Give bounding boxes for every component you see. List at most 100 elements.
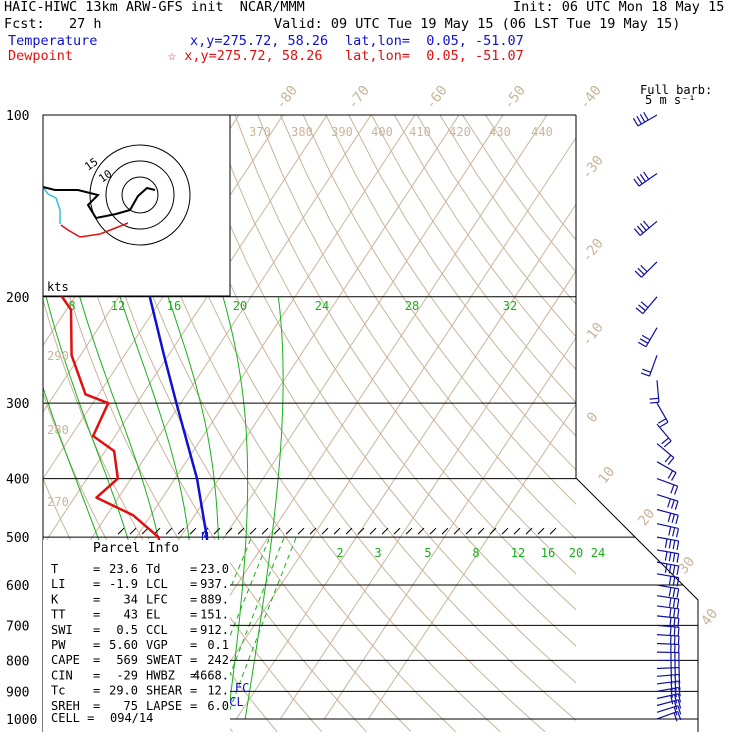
wind-barb: [656, 573, 680, 587]
wind-barb-flag: [668, 552, 672, 562]
dry-adiabat-line: [120, 115, 501, 732]
mixing-ratio-label: 8: [472, 546, 479, 560]
melting-level-label: M: [201, 530, 208, 544]
dry-adiabat-label: 270: [47, 495, 69, 509]
wind-barb-flag: [676, 588, 680, 598]
wind-barb-flag: [673, 635, 676, 645]
wind-barb-flag: [677, 627, 680, 637]
wind-barb-staff: [656, 461, 677, 474]
mixing-ratio-label: 3: [374, 546, 381, 560]
parcel-equals: =: [93, 577, 100, 591]
parcel-param-value: 75: [124, 699, 138, 713]
title-mid: NCAR/MMM: [239, 0, 305, 15]
dry-adiabat-label: 290: [47, 349, 69, 363]
wind-barb-flag: [672, 540, 676, 550]
parcel-param-value: 34: [124, 592, 138, 606]
wind-barb: [633, 220, 658, 236]
parcel-cell-value: 094/14: [110, 711, 153, 725]
dry-adiabat-label: 380: [291, 125, 313, 139]
wind-barb-flag: [640, 264, 648, 273]
wind-barb-flag: [643, 111, 649, 121]
parcel-param-value: 23.6: [109, 562, 138, 576]
wind-barb-flag: [632, 117, 639, 127]
dry-adiabat-line: [143, 115, 546, 732]
parcel-equals: =: [93, 608, 100, 622]
wind-barb-flag: [672, 552, 676, 563]
dewpoint-legend: Dewpoint: [8, 48, 74, 64]
wind-barb: [656, 693, 682, 705]
hodograph-frame: [42, 114, 231, 297]
wind-barb-flag: [643, 220, 650, 229]
parcel-param-name: CIN: [51, 668, 73, 682]
init-time: Init: 06 UTC Mon 18 May 15: [513, 0, 725, 15]
parcel-param-name: LCL: [146, 577, 168, 591]
wind-barb-flag: [638, 304, 646, 312]
dry-adiabat-line: [302, 115, 576, 505]
wind-barb-flag: [668, 587, 672, 597]
wind-barb: [649, 380, 660, 404]
wind-barb-flag: [668, 539, 672, 549]
isotherm-label: -80: [273, 83, 301, 113]
wind-barb-flag: [670, 484, 675, 494]
wind-barb: [656, 699, 682, 710]
wind-barb-staff: [656, 642, 680, 646]
mixing-ratio-label: 16: [541, 546, 555, 560]
parcel-param-name: T: [51, 562, 58, 576]
hatch-mark: [189, 527, 197, 535]
hatch-mark: [513, 527, 521, 535]
parcel-param-value: 23.0: [200, 562, 229, 576]
parcel-param-name: TT: [51, 608, 65, 622]
parcel-param-name: Tc: [51, 684, 65, 698]
wind-barb-flag: [669, 635, 672, 645]
dewpoint-latlon: lat,lon= 0.05, -51.07: [345, 48, 524, 64]
hodograph-trace-mid: [42, 186, 61, 224]
hatch-mark: [405, 527, 413, 535]
pressure-tick-label: 800: [6, 654, 29, 669]
hatch-mark: [273, 527, 281, 535]
wind-barb-staff: [645, 327, 658, 348]
wind-barb-flag: [633, 228, 641, 236]
moist-adiabat-label: 16: [167, 299, 181, 313]
wind-barb: [656, 705, 682, 716]
hatch-mark: [537, 527, 545, 535]
dry-adiabat-line: [484, 115, 576, 241]
hatch-mark: [321, 527, 329, 535]
wind-barb-staff: [656, 402, 669, 423]
isotherm-line: [43, 115, 328, 547]
wind-barb-flag: [659, 421, 669, 428]
parcel-param-value: 6.0: [207, 699, 229, 713]
parcel-equals: =: [93, 638, 100, 652]
wind-barb: [656, 642, 680, 654]
wind-barb-flag: [668, 526, 672, 536]
isotherm-label: 20: [635, 506, 658, 529]
wind-barb-flag: [676, 553, 680, 563]
isotherm-label: 40: [698, 606, 721, 629]
wind-barb: [656, 423, 672, 448]
wind-barb-flag: [676, 598, 680, 609]
dry-adiabat-label: 420: [449, 125, 471, 139]
wind-barb-staff: [639, 220, 658, 236]
parcel-param-value: -29: [116, 668, 138, 682]
wind-barb-flag: [669, 607, 672, 617]
wind-barb-flag: [663, 440, 672, 448]
wind-barb: [656, 595, 680, 609]
dry-adiabat-label: 390: [331, 125, 353, 139]
isotherm-line: [367, 403, 576, 720]
hatch-mark: [129, 527, 137, 535]
wind-barb: [656, 710, 682, 722]
wind-barb-flag: [639, 338, 649, 344]
hodograph-trace-low: [60, 222, 129, 238]
hodograph-kts-label: kts: [47, 280, 69, 294]
dry-adiabat-line: [75, 115, 412, 732]
parcel-equals: =: [190, 562, 197, 576]
hatch-mark: [429, 527, 437, 535]
dewpoint-star-icon: ☆: [168, 48, 177, 64]
wind-barb-flag: [677, 699, 682, 709]
wind-barb-flag: [677, 711, 682, 721]
parcel-param-name: HWBZ: [146, 668, 175, 682]
wind-barb-flag: [671, 514, 676, 524]
temperature-xy: x,y=275.72, 58.26: [190, 33, 329, 49]
parcel-equals: =: [190, 638, 197, 652]
wind-barb: [656, 651, 680, 662]
